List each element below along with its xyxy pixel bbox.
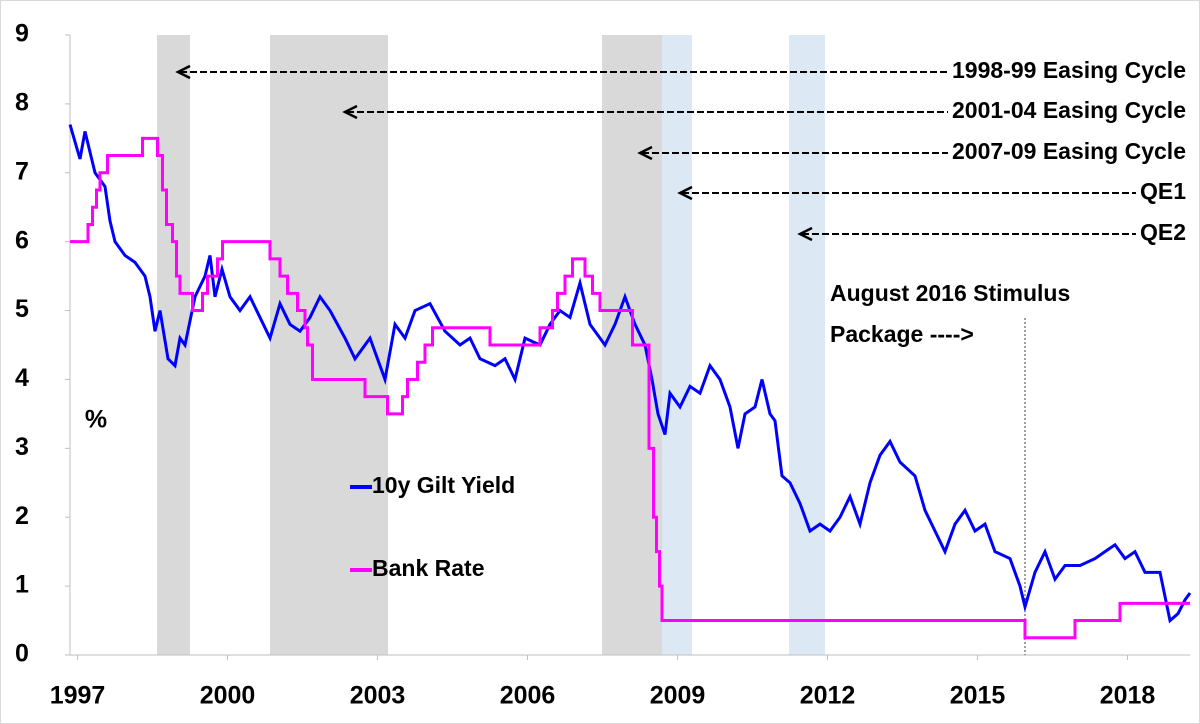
y-tick-label: 5 [15,295,29,323]
arrow-head [637,145,653,161]
y-tick-label: 0 [15,640,29,668]
arrow-head [342,104,358,120]
series-line [70,136,1190,640]
y-tick-label: 4 [15,364,29,392]
y-tick-label: 8 [15,88,29,116]
shaded-region [662,35,692,655]
y-tick-label: 9 [15,20,29,48]
x-tick-label: 2012 [800,682,856,710]
legend-label: 10y Gilt Yield [372,472,515,498]
y-tick-label: 7 [15,157,29,185]
event-label: Package ----> [830,321,974,347]
shaded-region [789,35,825,655]
x-tick-label: 2018 [1100,682,1156,710]
y-tick-label: 2 [15,502,29,530]
annotation: QE2 [1140,219,1186,245]
shaded-region [270,35,388,655]
annotation: 1998-99 Easing Cycle [952,57,1186,83]
arrow-head [797,226,813,242]
event-label: August 2016 Stimulus [830,280,1070,306]
arrow-head [677,185,693,201]
y-tick-label: 6 [15,226,29,254]
annotation: 2007-09 Easing Cycle [952,138,1186,164]
x-tick-label: 2003 [350,682,406,710]
y-tick-label: 3 [15,433,29,461]
y-axis-label: % [85,406,107,434]
arrow-head [175,64,191,80]
y-tick-label: 1 [15,571,29,599]
annotation: 2001-04 Easing Cycle [952,97,1186,123]
x-tick-label: 2009 [650,682,706,710]
x-tick-label: 2006 [500,682,556,710]
x-tick-label: 2000 [200,682,256,710]
annotation: QE1 [1140,178,1186,204]
x-tick-label: 2015 [950,682,1006,710]
x-tick-label: 1997 [50,682,106,710]
legend-label: Bank Rate [372,555,484,581]
series-line [68,124,1192,624]
